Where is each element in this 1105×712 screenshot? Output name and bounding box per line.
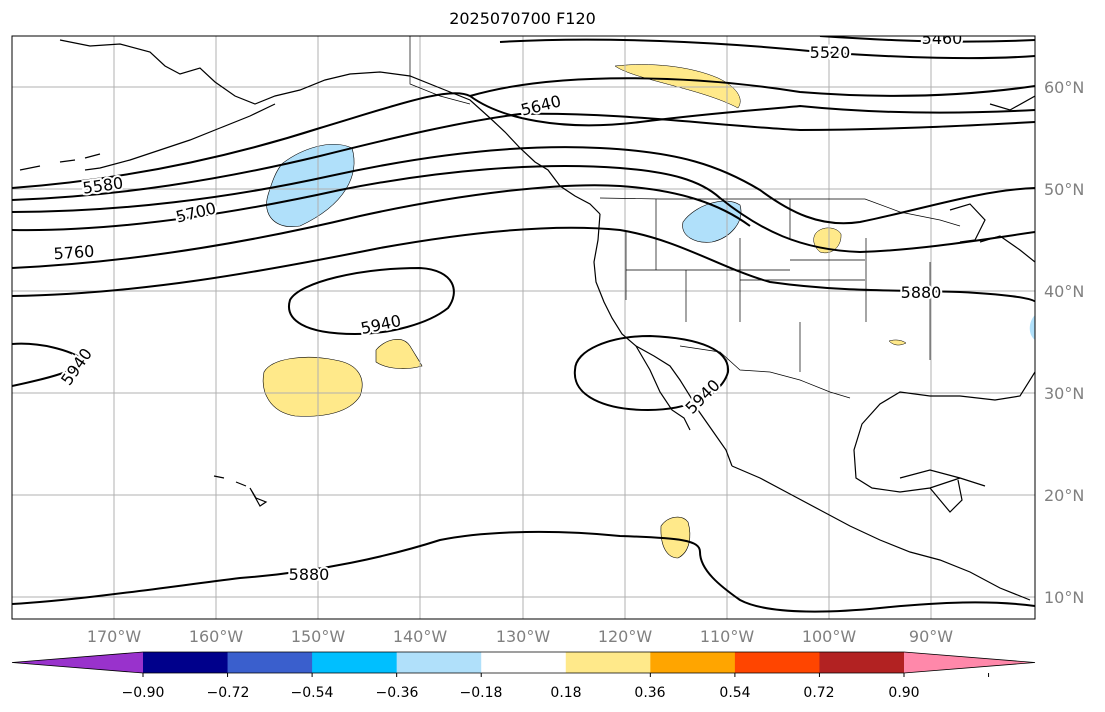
latitude-labels: 60°N 50°N 40°N 30°N 20°N 10°N bbox=[1044, 78, 1084, 607]
lon-label: 140°W bbox=[393, 627, 448, 646]
colorbar-segment bbox=[819, 652, 905, 673]
colorbar-tick-label: 0.72 bbox=[803, 685, 834, 701]
lat-label: 60°N bbox=[1044, 78, 1084, 97]
colorbar-segment bbox=[650, 652, 736, 673]
colorbar-tick-label: −0.90 bbox=[122, 685, 165, 701]
positive-anomaly-region bbox=[660, 516, 691, 559]
gridlines bbox=[12, 36, 1035, 619]
contour-5760 bbox=[12, 165, 1035, 254]
colorbar-ticks: −0.90 −0.72 −0.54 −0.36 −0.18 0.18 0.36 … bbox=[122, 685, 920, 701]
colorbar-extend-high bbox=[904, 652, 1035, 673]
negative-anomaly-region bbox=[1029, 315, 1035, 340]
colorbar: −0.90 −0.72 −0.54 −0.36 −0.18 0.18 0.36 … bbox=[11, 651, 1036, 701]
colorbar-tick-label: 0.90 bbox=[888, 685, 919, 701]
mexico-coast bbox=[731, 465, 1031, 601]
gulf-coast bbox=[853, 371, 1035, 493]
lat-label: 50°N bbox=[1044, 180, 1084, 199]
lon-label: 170°W bbox=[87, 627, 142, 646]
alaska-canada-border bbox=[409, 36, 471, 105]
lon-label: 100°W bbox=[802, 627, 857, 646]
contour-label: 5460 bbox=[922, 29, 963, 48]
alaska-peninsula bbox=[84, 103, 276, 171]
map-frame bbox=[11, 35, 1036, 620]
contour-5580-north bbox=[469, 77, 1035, 97]
positive-anomaly-region bbox=[614, 64, 741, 109]
height-contours bbox=[12, 36, 1035, 613]
contour-label: 5760 bbox=[53, 242, 95, 264]
lat-label: 30°N bbox=[1044, 384, 1084, 403]
colorbar-segment bbox=[481, 652, 567, 673]
state-line bbox=[625, 199, 931, 372]
colorbar-segments bbox=[11, 651, 1036, 677]
colorbar-segment bbox=[734, 652, 820, 673]
contour-5700 bbox=[12, 146, 1035, 225]
lon-label: 120°W bbox=[598, 627, 653, 646]
colorbar-segment bbox=[227, 652, 313, 673]
colorbar-tick-label: −0.54 bbox=[291, 685, 334, 701]
colorbar-tick-label: 0.36 bbox=[634, 685, 665, 701]
lat-label: 10°N bbox=[1044, 588, 1084, 607]
colorbar-segment bbox=[312, 652, 398, 673]
aleutian-islands bbox=[19, 153, 101, 171]
lat-label: 20°N bbox=[1044, 486, 1084, 505]
us-canada-border bbox=[599, 197, 961, 227]
colorbar-extend-low bbox=[12, 652, 143, 673]
contour-5640 bbox=[12, 112, 1035, 201]
colorbar-segment bbox=[143, 652, 229, 673]
baja-peninsula bbox=[635, 345, 691, 431]
contour-5460 bbox=[819, 36, 1035, 43]
lon-label: 90°W bbox=[909, 627, 953, 646]
yucatan bbox=[929, 479, 963, 513]
lat-label: 40°N bbox=[1044, 282, 1084, 301]
colorbar-tick-label: −0.36 bbox=[376, 685, 419, 701]
hawaii-islands bbox=[213, 475, 268, 507]
colorbar-tick-label: −0.72 bbox=[207, 685, 250, 701]
lon-label: 130°W bbox=[496, 627, 551, 646]
contour-5820 bbox=[12, 184, 751, 269]
cuba bbox=[899, 469, 986, 487]
contour-5880-south bbox=[12, 530, 1035, 613]
contour-5940-baja bbox=[573, 334, 730, 412]
anomaly-shading bbox=[262, 64, 1035, 559]
colorbar-tick-label: 0.18 bbox=[550, 685, 581, 701]
lon-label: 160°W bbox=[189, 627, 244, 646]
us-mexico-border bbox=[679, 345, 851, 399]
contour-5520 bbox=[499, 38, 1035, 60]
borders bbox=[409, 36, 961, 399]
colorbar-segment bbox=[396, 652, 482, 673]
lon-label: 110°W bbox=[700, 627, 755, 646]
colorbar-tick-label: 0.54 bbox=[719, 685, 750, 701]
us-west-coast bbox=[593, 213, 733, 467]
contour-label: 5880 bbox=[901, 283, 942, 302]
contour-5940-west bbox=[12, 342, 86, 387]
positive-anomaly-region bbox=[262, 357, 363, 417]
lon-label: 150°W bbox=[291, 627, 346, 646]
contour-label: 5520 bbox=[810, 43, 851, 62]
contour-5880 bbox=[12, 226, 1035, 303]
map-title: 2025070700 F120 bbox=[449, 9, 596, 28]
hudson-bay bbox=[989, 95, 1035, 111]
positive-anomaly-region bbox=[888, 339, 907, 346]
colorbar-segment bbox=[565, 652, 651, 673]
alaska-coast bbox=[59, 39, 601, 215]
longitude-labels: 170°W 160°W 150°W 140°W 130°W 120°W 110°… bbox=[87, 627, 953, 646]
positive-anomaly-region bbox=[375, 339, 423, 369]
coastlines bbox=[19, 39, 1035, 601]
colorbar-tick-label: −0.18 bbox=[460, 685, 503, 701]
contour-label: 5880 bbox=[289, 565, 330, 584]
contour-5940-closed bbox=[288, 266, 455, 336]
contour-5580 bbox=[12, 92, 1035, 189]
